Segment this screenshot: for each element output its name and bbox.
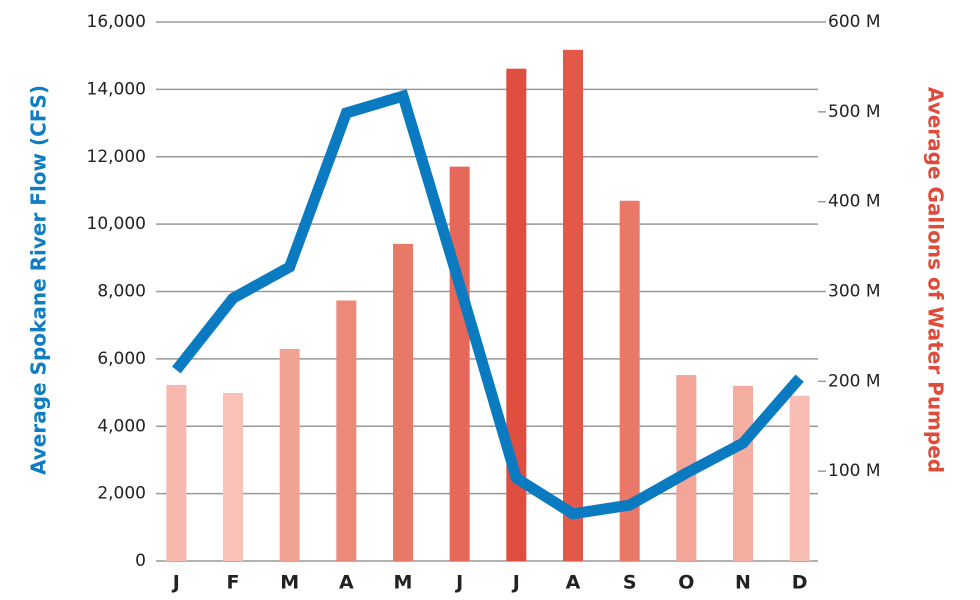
- y2-axis-title: Average Gallons of Water Pumped: [924, 87, 948, 473]
- y-tick-label: 6,000: [97, 349, 146, 369]
- x-tick-label: N: [735, 572, 751, 594]
- x-tick-label: J: [454, 572, 463, 594]
- bar: [223, 393, 243, 561]
- x-tick-label: A: [339, 572, 354, 594]
- x-tick-label: M: [394, 572, 413, 594]
- x-tick-label: J: [511, 572, 520, 594]
- y-tick-label: 0: [135, 551, 146, 571]
- y-tick-label: 4,000: [97, 416, 146, 436]
- x-tick-label: O: [678, 572, 694, 594]
- bar: [789, 395, 810, 561]
- x-tick-label: A: [566, 572, 581, 594]
- y-axis-title: Average Spokane River Flow (CFS): [27, 85, 51, 475]
- y2-tick-label: 300 M: [828, 282, 881, 302]
- y2-tick-label: 500 M: [828, 102, 881, 122]
- bar: [166, 384, 187, 561]
- y-tick-label: 8,000: [97, 282, 146, 302]
- bar: [279, 348, 300, 561]
- bar: [619, 200, 640, 562]
- bar: [733, 385, 753, 561]
- bar: [506, 68, 527, 562]
- y-tick-label: 2,000: [97, 484, 146, 504]
- bar: [336, 300, 357, 561]
- x-tick-label: S: [623, 572, 637, 594]
- line: [172, 89, 804, 520]
- x-tick-label: M: [280, 572, 299, 594]
- y2-tick-label: 400 M: [828, 192, 881, 212]
- x-tick-label: F: [227, 572, 240, 594]
- bar: [563, 49, 583, 562]
- y2-tick-label: 100 M: [828, 461, 881, 481]
- x-tick-label: J: [171, 572, 180, 594]
- x-tick-label: D: [792, 572, 808, 594]
- bar: [449, 166, 470, 562]
- y2-tick-label: 200 M: [828, 371, 881, 391]
- y2-tick-label: 600 M: [828, 12, 881, 32]
- y-tick-label: 12,000: [87, 147, 146, 167]
- y-tick-label: 10,000: [87, 214, 146, 234]
- y-tick-label: 14,000: [87, 79, 146, 99]
- bar: [393, 243, 413, 561]
- y-tick-label: 16,000: [87, 12, 146, 32]
